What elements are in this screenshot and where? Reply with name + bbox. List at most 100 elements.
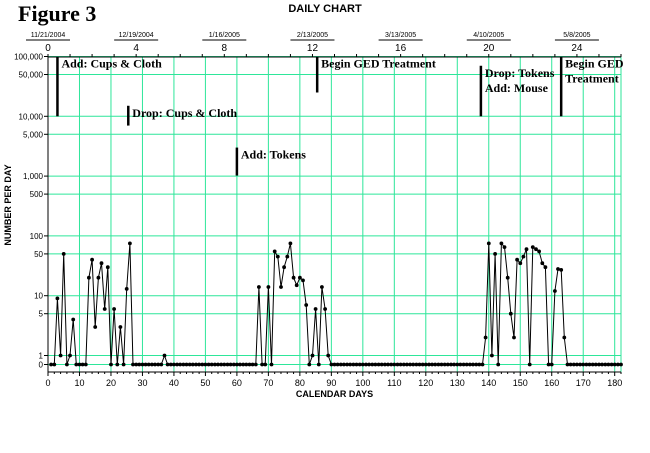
series-line [51, 242, 621, 365]
data-point [294, 283, 299, 288]
data-point [379, 362, 384, 367]
data-point [96, 275, 101, 280]
x-tick-label: 140 [481, 378, 496, 388]
x-tick-label: 0 [45, 378, 50, 388]
data-point [351, 362, 356, 367]
data-point [342, 362, 346, 367]
data-point [471, 362, 475, 367]
data-point [269, 362, 274, 367]
data-point [477, 362, 482, 367]
week-tick-label: 8 [222, 43, 228, 54]
data-point [313, 307, 318, 311]
figure-label: Figure 3 [18, 1, 97, 26]
data-point [439, 362, 444, 367]
data-point [238, 362, 242, 367]
data-point [115, 362, 120, 367]
plot-border [47, 56, 622, 373]
data-point [345, 362, 349, 367]
data-point [275, 254, 280, 259]
data-point [194, 362, 198, 367]
data-point [263, 362, 268, 367]
data-point [442, 362, 447, 367]
data-point [323, 307, 327, 311]
data-point [329, 362, 334, 367]
phase-annotation: Treatment [565, 72, 619, 86]
data-point [190, 362, 195, 367]
data-point [310, 353, 315, 358]
data-point [436, 362, 441, 367]
week-tick-label: 16 [395, 43, 407, 54]
data-point [590, 362, 595, 367]
y-tick-label: 10 [34, 292, 43, 301]
date-label: 11/21/2004 [31, 32, 66, 39]
phase-annotation: Add: Tokens [241, 148, 306, 162]
y-tick-label: 100,000 [14, 53, 43, 62]
data-point [373, 362, 378, 367]
data-point [247, 362, 252, 367]
data-point [99, 261, 104, 266]
data-point [146, 362, 151, 367]
data-point [461, 362, 466, 367]
data-point [326, 353, 331, 358]
data-point [156, 362, 161, 367]
data-point [584, 362, 589, 367]
data-point [109, 362, 113, 367]
y-tick-label: 10,000 [19, 112, 44, 121]
phase-annotation: Begin GED Treatment [321, 57, 436, 71]
data-point [77, 362, 82, 367]
data-point [301, 278, 305, 283]
data-point [427, 362, 431, 367]
week-tick-label: 20 [483, 43, 495, 54]
data-point [165, 362, 170, 367]
data-point [231, 362, 236, 367]
data-point [127, 241, 132, 246]
data-point [219, 362, 224, 367]
x-tick-label: 110 [387, 378, 401, 388]
data-point [348, 362, 353, 367]
data-point [474, 362, 479, 367]
date-label: 2/13/2005 [297, 32, 328, 39]
data-point [518, 261, 523, 266]
data-point [55, 296, 60, 301]
data-point [383, 362, 387, 367]
phase-annotation: Add: Mouse [485, 81, 549, 95]
data-point [244, 362, 249, 367]
x-tick-label: 30 [137, 378, 147, 388]
data-point [597, 362, 601, 367]
data-point [568, 362, 573, 367]
data-point [430, 362, 434, 367]
data-point [449, 362, 453, 367]
x-tick-label: 70 [263, 378, 273, 388]
y-tick-label: 0 [39, 361, 44, 370]
x-tick-label: 160 [544, 378, 559, 388]
data-point [187, 362, 192, 367]
data-point [546, 362, 551, 367]
data-point [304, 303, 309, 307]
data-point [493, 252, 497, 256]
y-tick-label: 50,000 [19, 71, 44, 80]
data-point [140, 362, 145, 367]
data-point [360, 362, 365, 367]
data-point [285, 254, 290, 259]
data-point [150, 362, 154, 367]
data-point [93, 325, 98, 329]
data-point [619, 362, 623, 367]
data-point [307, 362, 312, 367]
data-point [87, 275, 91, 280]
data-point [411, 362, 416, 367]
data-point [600, 362, 604, 367]
data-point [486, 241, 491, 246]
phase-annotation: Add: Cups & Cloth [61, 57, 162, 71]
x-axis-label: CALENDAR DAYS [295, 389, 374, 399]
data-point [354, 362, 359, 367]
data-point [121, 362, 126, 367]
data-point [464, 362, 469, 367]
y-tick-label: 500 [30, 190, 44, 199]
data-point [250, 362, 255, 367]
data-point [420, 362, 425, 367]
data-point [178, 362, 183, 367]
data-point [408, 362, 412, 367]
data-point [386, 362, 390, 367]
data-point [468, 362, 472, 367]
data-point [587, 362, 592, 367]
